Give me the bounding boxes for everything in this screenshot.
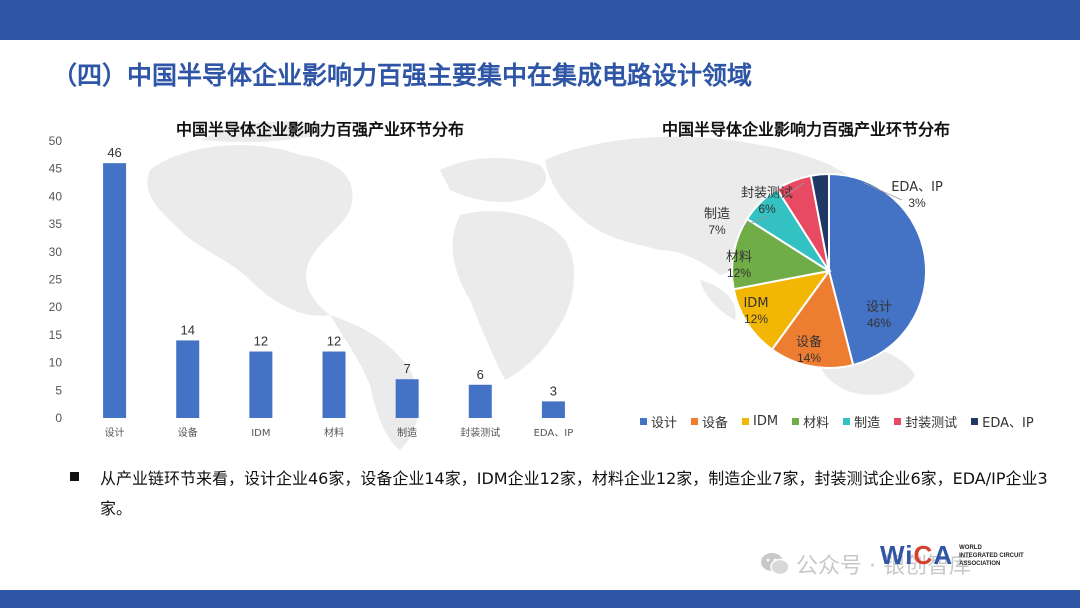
bar-value-label: 46 [107, 145, 121, 160]
pie-percent-label: 46% [867, 316, 891, 330]
legend-item: 制造 [843, 412, 880, 431]
bar-category-label: 材料 [324, 426, 344, 439]
pie-slice-EDA、IP [809, 172, 830, 272]
watermark-text: 公众号 · 银创智库 [796, 554, 971, 579]
summary-text: 从产业链环节来看，设计企业46家，设备企业14家，IDM企业12家，材料企业12… [100, 469, 1048, 518]
footer-bar [0, 590, 1080, 608]
bar-y-tick-label: 35 [49, 217, 63, 231]
legend-swatch [691, 418, 699, 425]
legend-swatch [792, 418, 800, 425]
legend-item: 设备 [691, 412, 728, 431]
pie-percent-label: 12% [727, 266, 751, 280]
legend-label: EDA、IP [982, 416, 1034, 431]
bar-y-tick-label: 50 [49, 134, 63, 148]
world-map-background [147, 121, 915, 450]
bar-category-label: 设计 [105, 426, 125, 439]
bar-y-tick-label: 25 [49, 273, 63, 287]
bar-制造 [395, 379, 419, 418]
bar-y-tick-label: 40 [49, 189, 63, 203]
bar-y-tick-label: 15 [49, 328, 63, 342]
pie-category-label: 材料 [726, 250, 752, 265]
pie-chart-title: 中国半导体企业影响力百强产业环节分布 [661, 120, 950, 139]
pie-slice-设计 [828, 172, 928, 367]
bar-chart-title: 中国半导体企业影响力百强产业环节分布 [175, 120, 464, 139]
bar-IDM [249, 351, 273, 418]
legend-label: IDM [753, 414, 779, 429]
bar-value-label: 12 [254, 334, 268, 349]
legend-label: 设计 [651, 416, 678, 431]
pie-leader-line [783, 182, 805, 198]
bar-value-label: 6 [477, 367, 484, 382]
legend-swatch [640, 418, 647, 425]
wica-logo: WiCA WORLD INTEGRATED CIRCUIT ASSOCIATIO… [880, 540, 1024, 571]
pie-slice-设备 [770, 268, 855, 369]
legend-item: EDA、IP [971, 412, 1034, 431]
wica-logo-subtitle: WORLD INTEGRATED CIRCUIT ASSOCIATION [959, 544, 1024, 567]
bar-封装测试 [468, 384, 492, 418]
pie-category-label: 设备 [796, 334, 822, 350]
bar-y-tick-label: 30 [49, 245, 63, 259]
pie-percent-label: 14% [797, 351, 821, 365]
bar-category-label: 制造 [397, 426, 417, 439]
bar-材料 [322, 351, 346, 418]
pie-percent-label: 6% [758, 202, 776, 216]
pie-percent-label: 3% [908, 196, 926, 210]
legend-label: 设备 [702, 416, 729, 431]
bar-value-label: 12 [327, 334, 341, 349]
legend-item: IDM [742, 412, 778, 431]
legend-item: 设计 [640, 412, 677, 431]
bar-category-label: 封装测试 [460, 426, 500, 439]
page-title: （四）中国半导体企业影响力百强主要集中在集成电路设计领域 [52, 61, 753, 90]
pie-category-label: 封装测试 [741, 186, 793, 201]
bar-category-label: EDA、IP [534, 428, 574, 439]
bar-chart: 0 5 10 15 20 25 30 35 40 45 50 46 设计 14 设备 12 IDM 12 材料 7 制造… [49, 134, 574, 439]
pie-leader-line [863, 182, 903, 201]
pie-category-label: IDM [743, 296, 768, 311]
bar-value-label: 14 [180, 322, 194, 337]
pie-slice-材料 [731, 217, 832, 291]
pie-percent-label: 7% [708, 223, 726, 237]
bullet-square-icon [70, 472, 79, 481]
pie-leader-line [743, 215, 770, 227]
legend-swatch [843, 418, 851, 425]
bar-y-tick-label: 5 [55, 383, 62, 397]
bar-设计 [103, 163, 127, 418]
legend-item: 封装测试 [894, 412, 957, 431]
pie-percent-label: 12% [744, 312, 768, 326]
bar-y-tick-label: 20 [49, 300, 63, 314]
legend-swatch [742, 418, 750, 425]
bar-设备 [176, 340, 200, 418]
bar-y-tick-label: 45 [49, 162, 63, 176]
pie-category-label: 制造 [704, 207, 730, 222]
pie-legend: 设计 设备 IDM 材料 制造 封装测试 EDA、IP [640, 412, 1034, 431]
bar-value-label: 3 [550, 383, 557, 398]
wica-logo-word: WiCA [880, 540, 954, 570]
bar-y-tick-label: 0 [55, 411, 62, 425]
pie-slice-IDM [732, 269, 832, 351]
header-bar [0, 0, 1080, 40]
pie-category-label: EDA、IP [891, 180, 943, 195]
legend-swatch [894, 418, 902, 425]
bar-EDA、IP [541, 401, 565, 418]
pie-category-label: 设计 [866, 300, 892, 315]
bar-category-label: IDM [251, 428, 270, 439]
wechat-icon [761, 553, 790, 576]
legend-label: 制造 [854, 416, 881, 431]
legend-label: 封装测试 [905, 416, 958, 431]
legend-label: 材料 [803, 416, 830, 431]
legend-item: 材料 [792, 412, 829, 431]
bar-category-label: 设备 [178, 426, 198, 439]
bar-y-tick-label: 10 [49, 356, 63, 370]
watermark: 公众号 · 银创智库 [760, 548, 971, 580]
bar-value-label: 7 [404, 361, 411, 376]
legend-swatch [971, 418, 979, 425]
